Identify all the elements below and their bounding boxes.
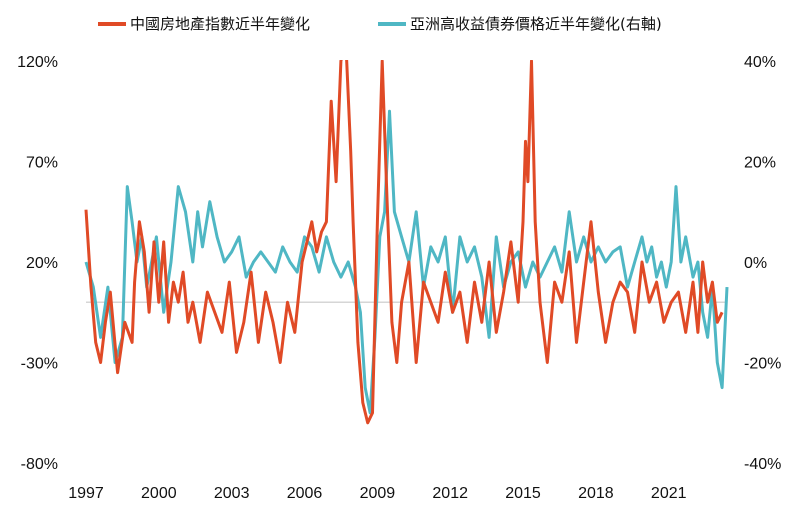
- x-axis-tick-label: 2009: [360, 485, 396, 502]
- left-axis-tick-label: 20%: [26, 255, 58, 272]
- right-axis-tick-label: 20%: [744, 155, 776, 172]
- x-axis-tick-label: 2003: [214, 485, 250, 502]
- left-axis-tick-label: 120%: [17, 54, 58, 71]
- right-axis-tick-label: 40%: [744, 54, 776, 71]
- right-axis-tick-label: -20%: [744, 356, 781, 373]
- x-axis-tick-label: 1997: [68, 485, 104, 502]
- legend-label-series-left: 中國房地產指數近半年變化: [130, 15, 310, 33]
- x-axis-tick-label: 2021: [651, 485, 687, 502]
- left-axis-tick-label: -80%: [21, 456, 58, 473]
- x-axis-ticks: 1997 2000 2003 2006 2009 2012 2015 2018 2021: [68, 485, 686, 502]
- right-axis-ticks: 40% 20% 0% -20% -40%: [744, 54, 781, 473]
- left-axis-tick-label: 70%: [26, 155, 58, 172]
- series-line-asia-high-yield: [84, 109, 729, 415]
- legend-label-series-right: 亞洲高收益債券價格近半年變化(右軸): [410, 15, 662, 33]
- x-axis-tick-label: 2015: [505, 485, 541, 502]
- right-axis-tick-label: 0%: [744, 255, 767, 272]
- left-axis-tick-label: -30%: [21, 356, 58, 373]
- left-axis-ticks: 120% 70% 20% -30% -80%: [17, 54, 58, 473]
- right-axis-tick-label: -40%: [744, 456, 781, 473]
- series-line-china-property: [84, 60, 724, 425]
- x-axis-tick-label: 2018: [578, 485, 614, 502]
- x-axis-tick-label: 2006: [287, 485, 323, 502]
- x-axis-tick-label: 2012: [432, 485, 468, 502]
- legend: 中國房地產指數近半年變化 亞洲高收益債券價格近半年變化(右軸): [98, 15, 662, 33]
- x-axis-tick-label: 2000: [141, 485, 177, 502]
